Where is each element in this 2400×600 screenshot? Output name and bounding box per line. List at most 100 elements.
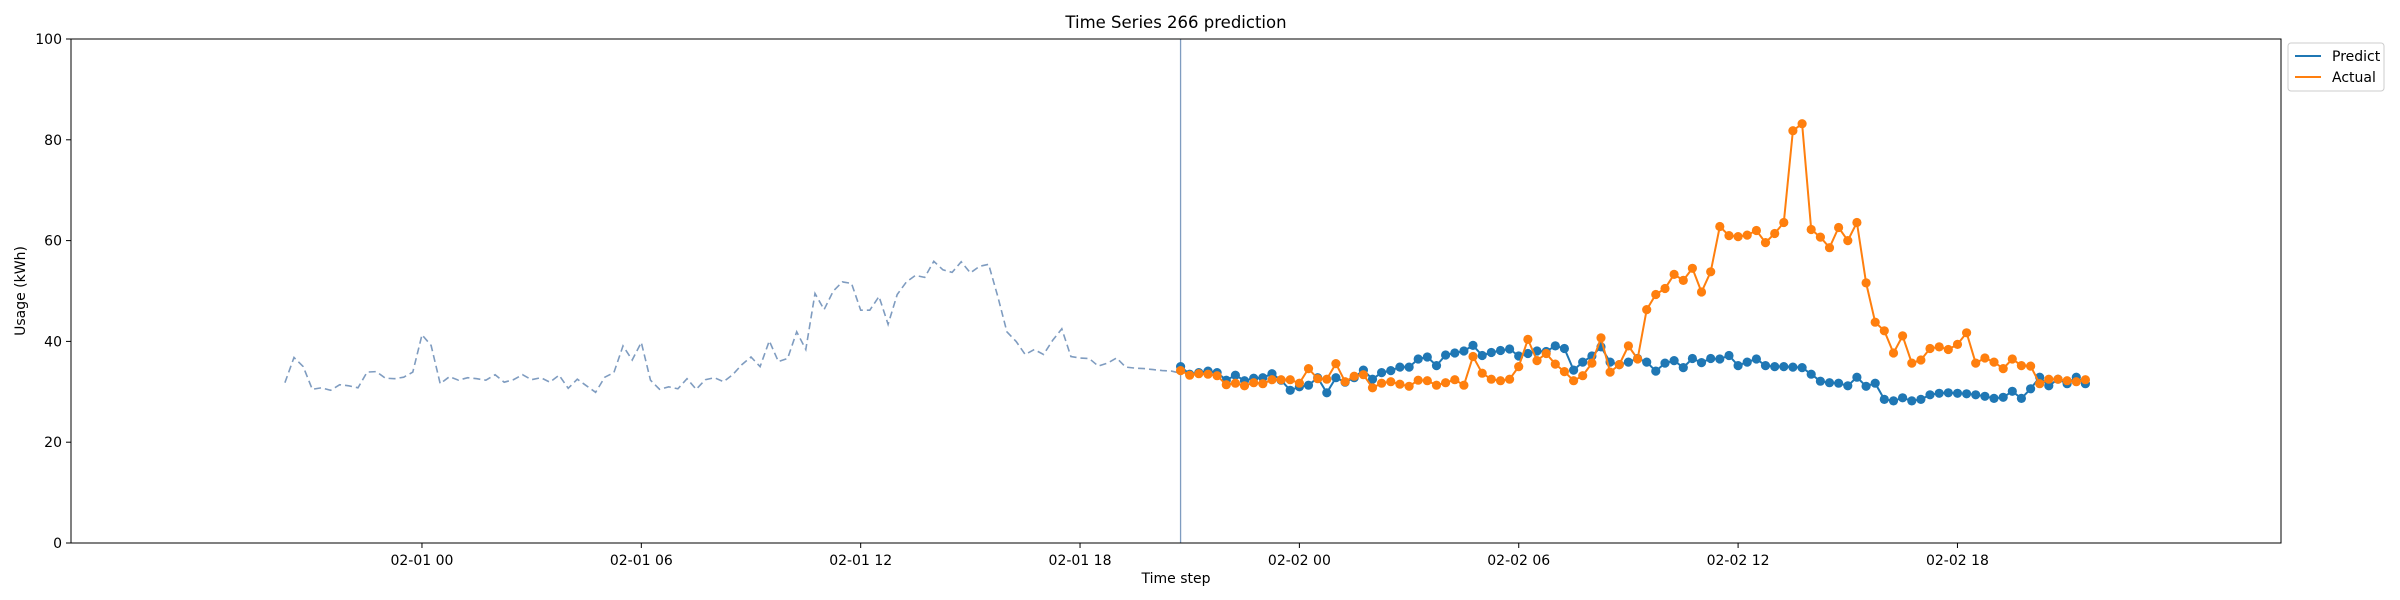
- predict-point: [1696, 358, 1707, 368]
- predict-point: [1934, 388, 1944, 398]
- predict-point: [2016, 393, 2026, 403]
- actual-point: [1395, 379, 1405, 389]
- predict-point: [2007, 386, 2017, 396]
- actual-point: [1477, 368, 1487, 378]
- predict-point: [1377, 368, 1387, 378]
- predict-point: [1962, 389, 1972, 399]
- actual-point: [1185, 370, 1195, 380]
- predict-point: [1459, 346, 1469, 356]
- actual-point: [1815, 232, 1825, 242]
- y-tick-label: 40: [44, 334, 62, 350]
- actual-point: [1834, 222, 1844, 233]
- actual-point: [1669, 269, 1679, 279]
- actual-point: [1303, 364, 1314, 374]
- actual-point: [1678, 275, 1688, 285]
- predict-point: [1797, 363, 1807, 373]
- actual-point: [1367, 383, 1378, 393]
- actual-point: [1696, 287, 1707, 297]
- actual-point: [1779, 217, 1789, 228]
- y-tick-label: 60: [44, 234, 62, 250]
- actual-point: [1916, 355, 1926, 365]
- predict-point: [2026, 384, 2036, 394]
- actual-point: [1633, 354, 1643, 364]
- actual-point: [1267, 375, 1277, 385]
- predict-point: [1770, 362, 1780, 372]
- actual-point: [1176, 366, 1186, 376]
- actual-point: [1532, 356, 1542, 366]
- predict-point: [1834, 378, 1844, 388]
- predict-point: [1706, 353, 1716, 364]
- predict-point: [1980, 391, 1990, 401]
- actual-point: [1541, 348, 1551, 359]
- plot-content: [284, 39, 2090, 543]
- actual-point: [1660, 283, 1670, 294]
- actual-point: [1888, 348, 1899, 358]
- actual-point: [1879, 326, 1889, 336]
- predict-point: [1431, 361, 1442, 371]
- actual-point: [2035, 379, 2045, 389]
- predict-point: [1413, 354, 1423, 364]
- predict-point: [1450, 348, 1460, 358]
- actual-point: [1486, 374, 1496, 384]
- predict-point: [1468, 340, 1478, 350]
- predict-point: [1888, 396, 1899, 406]
- actual-point: [1505, 374, 1515, 384]
- actual-point: [1952, 339, 1963, 349]
- predict-point: [1386, 366, 1396, 376]
- actual-point: [1331, 359, 1341, 369]
- actual-point: [1413, 375, 1423, 385]
- predict-point: [1742, 357, 1752, 367]
- predict-point: [1495, 345, 1506, 356]
- actual-point: [1605, 367, 1615, 377]
- actual-point: [1760, 238, 1771, 248]
- y-axis-ticks: 0 20 40 60 80 100: [35, 32, 71, 552]
- actual-point: [1989, 357, 1999, 367]
- predict-point: [1486, 347, 1496, 358]
- predict-point: [1660, 358, 1670, 368]
- predict-point: [1943, 388, 1953, 398]
- predict-point: [1559, 343, 1569, 354]
- actual-point: [1770, 228, 1780, 239]
- actual-point: [1239, 381, 1250, 391]
- x-tick-label: 02-01 12: [829, 553, 892, 569]
- predict-point: [1623, 357, 1633, 367]
- predict-point: [2044, 381, 2054, 391]
- actual-point: [1742, 230, 1752, 240]
- predict-point: [1952, 388, 1963, 398]
- actual-point: [1651, 289, 1661, 300]
- actual-point: [1824, 243, 1835, 253]
- predict-point: [1578, 357, 1588, 367]
- actual-point: [1614, 360, 1624, 370]
- predict-point: [1852, 372, 1862, 382]
- actual-point: [2080, 375, 2090, 385]
- x-tick-label: 02-01 06: [610, 553, 673, 569]
- actual-point: [1943, 344, 1953, 355]
- actual-point: [1212, 371, 1222, 381]
- actual-point: [1431, 380, 1442, 390]
- actual-point: [1285, 375, 1295, 385]
- predict-point: [1422, 352, 1432, 362]
- actual-point: [1450, 375, 1460, 385]
- x-tick-label: 02-01 00: [390, 553, 453, 569]
- x-axis-ticks: 02-01 00 02-01 06 02-01 12 02-01 18 02-02 00…: [390, 543, 1989, 569]
- actual-point: [1441, 378, 1451, 388]
- predict-point: [1989, 393, 1999, 403]
- legend-label-actual: Actual: [2332, 70, 2376, 86]
- actual-point: [2026, 361, 2036, 371]
- predict-point: [1651, 366, 1661, 376]
- actual-point: [1861, 278, 1871, 288]
- actual-point: [2071, 377, 2081, 387]
- actual-line: [1180, 121, 2086, 390]
- actual-point: [1642, 305, 1652, 315]
- actual-point: [1852, 217, 1862, 228]
- predict-point: [1916, 394, 1926, 404]
- predict-point: [1569, 365, 1579, 375]
- predict-point: [1687, 353, 1697, 364]
- actual-point: [2016, 361, 2026, 371]
- actual-point: [2062, 376, 2072, 386]
- predict-point: [1642, 357, 1652, 367]
- x-tick-label: 02-02 00: [1268, 553, 1331, 569]
- actual-point: [2044, 374, 2054, 384]
- x-tick-label: 02-02 12: [1707, 553, 1770, 569]
- actual-point: [1422, 376, 1432, 386]
